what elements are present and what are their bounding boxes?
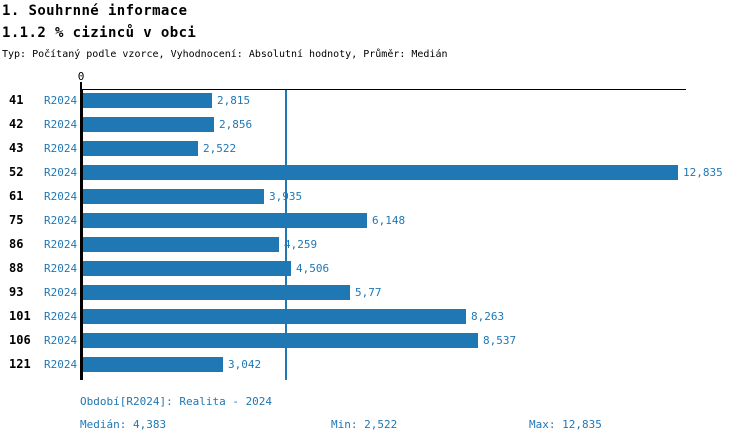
report-section-title: 1. Souhrnné informace [2,3,188,19]
row-category-label: 52 [9,165,24,179]
x-axis-zero-label: 0 [77,70,85,83]
row-period-label: R2024 [44,142,78,155]
row-category-label: 61 [9,189,24,203]
bar-value-label: 4,506 [296,262,330,275]
bar [83,261,291,276]
row-category-label: 121 [9,357,31,371]
bar [83,213,367,228]
bar-value-label: 3,935 [269,190,303,203]
x-axis-zero-tick [80,82,82,89]
bar [83,357,223,372]
bar [83,93,212,108]
row-category-label: 101 [9,309,31,323]
bar-value-label: 2,856 [219,118,253,131]
row-category-label: 42 [9,117,24,131]
row-period-label: R2024 [44,214,78,227]
bar [83,165,678,180]
bar [83,189,264,204]
row-period-label: R2024 [44,190,78,203]
max-stat: Max: 12,835 [529,418,602,431]
bar [83,333,478,348]
row-category-label: 43 [9,141,24,155]
row-period-label: R2024 [44,334,78,347]
bar-value-label: 3,042 [228,358,262,371]
row-period-label: R2024 [44,358,78,371]
row-period-label: R2024 [44,286,78,299]
bar [83,237,279,252]
row-category-label: 41 [9,93,24,107]
bar [83,309,466,324]
bar-value-label: 8,537 [483,334,517,347]
bar [83,117,214,132]
row-period-label: R2024 [44,166,78,179]
row-category-label: 106 [9,333,31,347]
chart-meta-line: Typ: Počítaný podle vzorce, Vyhodnocení:… [2,49,448,60]
chart-title: 1.1.2 % cizinců v obci [2,25,197,41]
bar-value-label: 8,263 [471,310,505,323]
row-category-label: 86 [9,237,24,251]
min-stat: Min: 2,522 [331,418,398,431]
bar [83,285,350,300]
row-category-label: 93 [9,285,24,299]
bar-value-label: 12,835 [683,166,723,179]
x-axis-line [81,89,686,90]
legend-period-label: Období[R2024]: Realita - 2024 [80,395,273,408]
row-category-label: 75 [9,213,24,227]
row-period-label: R2024 [44,310,78,323]
bar-value-label: 6,148 [372,214,406,227]
row-period-label: R2024 [44,94,78,107]
row-period-label: R2024 [44,238,78,251]
row-period-label: R2024 [44,262,78,275]
bar-value-label: 2,522 [203,142,237,155]
row-category-label: 88 [9,261,24,275]
median-reference-line [285,89,287,380]
row-period-label: R2024 [44,118,78,131]
bar-value-label: 2,815 [217,94,251,107]
y-axis-line [80,89,83,380]
bar-value-label: 5,77 [355,286,382,299]
bar [83,141,198,156]
median-stat: Medián: 4,383 [80,418,167,431]
bar-value-label: 4,259 [284,238,318,251]
